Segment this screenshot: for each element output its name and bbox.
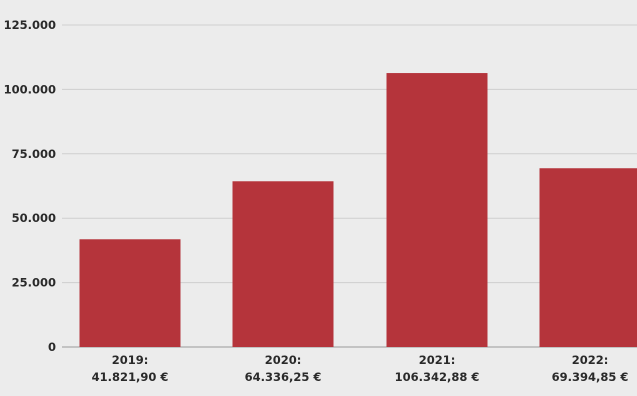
category-year-label: 2020: xyxy=(265,353,302,367)
bar-2022 xyxy=(539,168,637,347)
y-tick-label: 50.000 xyxy=(12,211,56,225)
x-axis-labels: 2019: 41.821,90 € 2020: 64.336,25 € 2021: 106… xyxy=(92,353,629,384)
category-year-label: 2022: xyxy=(572,353,609,367)
category-value-label: 69.394,85 € xyxy=(552,370,629,384)
category-value-label: 41.821,90 € xyxy=(92,370,169,384)
category-value-label: 106.342,88 € xyxy=(395,370,480,384)
category-value-label: 64.336,25 € xyxy=(245,370,322,384)
y-tick-label: 125.000 xyxy=(4,18,56,32)
category-year-label: 2021: xyxy=(419,353,456,367)
y-tick-label: 75.000 xyxy=(12,147,56,161)
bar-2019 xyxy=(79,239,181,347)
y-tick-label: 0 xyxy=(48,340,56,354)
y-tick-label: 100.000 xyxy=(4,82,56,96)
bar-2021 xyxy=(386,73,488,348)
bars-layer xyxy=(79,73,637,348)
category-year-label: 2019: xyxy=(112,353,149,367)
bar-2020 xyxy=(232,181,334,347)
y-tick-label: 25.000 xyxy=(12,276,56,290)
y-axis-ticks: 0 25.000 50.000 75.000 100.000 125.000 xyxy=(4,18,56,354)
